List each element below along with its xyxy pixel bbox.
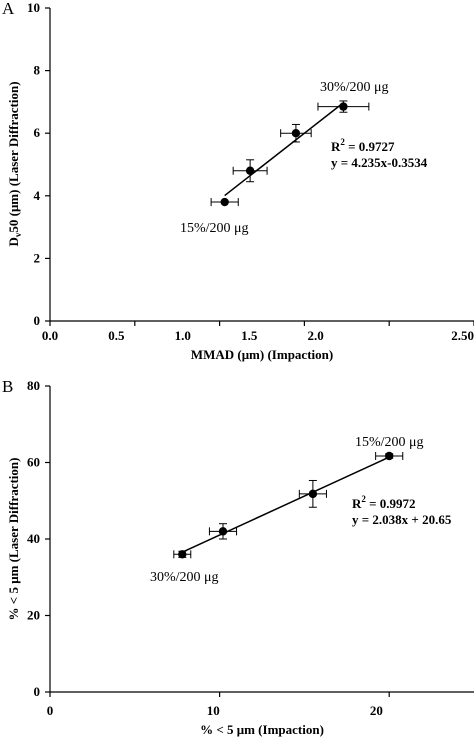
panel-a-x-tick-label: 2.0 [307, 328, 323, 343]
panel-a-fit-line [224, 102, 344, 197]
panel-b-equation: y = 2.038x + 20.65 [352, 512, 452, 527]
panel-a-x-tick-label: 1.5 [241, 328, 258, 343]
panel-a-r2: R2 = 0.9727 [331, 137, 395, 154]
panel-a-y-tick-label: 0 [34, 313, 41, 328]
data-point [291, 129, 301, 138]
data-point [308, 489, 318, 499]
panel-a-y-tick-label: 4 [34, 188, 41, 203]
data-point [339, 102, 348, 111]
panel-a-x-tick-label: 2.50 [451, 328, 474, 343]
panel-a-y-label-sub: v [13, 232, 23, 237]
panel-a-y-label-rest: 50 (μm) (Laser Diffraction) [6, 81, 21, 232]
data-point [178, 550, 187, 559]
panel-b-tick-labels: 0 10 20 0 20 40 60 80 [27, 378, 383, 718]
panel-b-r2: R2 = 0.9972 [352, 494, 416, 511]
panel-a-x-tick-label: 0.0 [42, 328, 58, 343]
panel-a-x-tick-label: 1.0 [175, 328, 191, 343]
panel-b-y-tick-label: 60 [27, 455, 40, 470]
panel-b-label: B [2, 377, 13, 396]
data-point [218, 527, 228, 536]
panel-b-x-tick-label: 10 [207, 703, 220, 718]
panel-b-data-points [173, 451, 404, 559]
panel-b-y-tick-label: 40 [27, 531, 40, 546]
panel-a-y-tick-label: 6 [34, 125, 41, 140]
panel-a: A 0.0 0.5 1.0 1.5 2.0 2.50 0 2 4 6 8 10 … [2, 0, 474, 362]
panel-a-ticks [45, 7, 474, 326]
panel-b-low-label: 30%/200 μg [150, 570, 219, 585]
panel-a-low-label: 15%/200 μg [180, 221, 249, 236]
panel-b-r2-sup: 2 [361, 494, 366, 504]
panel-a-high-label: 30%/200 μg [320, 80, 389, 95]
panel-b-r2-value: = 0.9972 [366, 496, 416, 511]
panel-b: B 0 10 20 0 20 40 60 80 15%/200 μg 30%/2… [2, 377, 474, 737]
panel-a-r2-value: = 0.9727 [345, 139, 395, 154]
panel-a-data-points [210, 100, 370, 207]
panel-b-y-label: % < 5 μm (Laser Diffraction) [6, 458, 21, 621]
panel-a-y-label: Dv50 (μm) (Laser Diffraction) [6, 81, 23, 246]
panel-b-ticks [45, 385, 390, 697]
data-point [220, 197, 229, 207]
panel-b-r2-prefix: R [352, 496, 362, 511]
data-point [245, 166, 255, 175]
panel-b-fit-line [181, 456, 390, 553]
panel-b-y-tick-label: 20 [27, 608, 40, 623]
panel-b-x-tick-label: 20 [370, 703, 383, 718]
panel-a-y-tick-label: 8 [34, 63, 41, 78]
panel-b-x-tick-label: 0 [47, 703, 54, 718]
panel-a-y-label-main: D [6, 237, 21, 246]
data-point [385, 451, 394, 461]
panel-a-x-label: MMAD (μm) (Impaction) [191, 347, 333, 362]
panel-a-r2-sup: 2 [340, 137, 345, 147]
panel-a-y-tick-label: 10 [27, 0, 40, 15]
panel-b-y-tick-label: 0 [34, 684, 41, 699]
panel-b-y-tick-label: 80 [27, 378, 40, 393]
panel-a-equation: y = 4.235x-0.3534 [331, 155, 428, 170]
panel-b-x-label: % < 5 μm (Impaction) [200, 722, 324, 737]
panel-a-x-tick-label: 0.5 [108, 328, 125, 343]
panel-a-label: A [2, 0, 15, 18]
panel-b-high-label: 15%/200 μg [355, 435, 424, 450]
panel-a-y-tick-label: 2 [34, 250, 41, 265]
panel-a-tick-labels: 0.0 0.5 1.0 1.5 2.0 2.50 0 2 4 6 8 10 [27, 0, 474, 343]
panel-a-r2-prefix: R [331, 139, 341, 154]
